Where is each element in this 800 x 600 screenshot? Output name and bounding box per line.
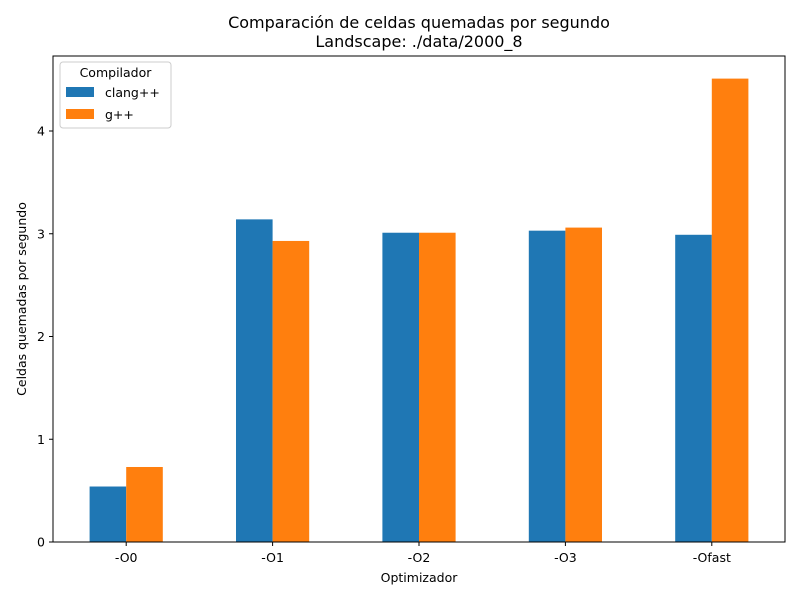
x-tick-label: -O0 <box>115 550 138 565</box>
bar-gpp-O0 <box>126 466 163 542</box>
chart-title: Comparación de celdas quemadas por segun… <box>228 13 610 32</box>
x-tick-label: -O3 <box>554 550 577 565</box>
legend-label-gpp: g++ <box>105 107 134 122</box>
x-axis-ticks: -O0 -O1 -O2 -O3 -Ofast <box>115 542 731 565</box>
x-axis-label: Optimizador <box>381 570 459 585</box>
bars-group <box>89 78 749 543</box>
bar-gpp-O3 <box>565 227 602 543</box>
y-tick-label: 3 <box>37 226 45 241</box>
y-tick-label: 1 <box>37 432 45 447</box>
x-tick-label: -O2 <box>408 550 431 565</box>
bar-gpp-Ofast <box>711 78 749 543</box>
y-tick-label: 2 <box>37 329 45 344</box>
legend-swatch-gpp <box>66 109 94 119</box>
x-tick-label: -Ofast <box>693 550 731 565</box>
bar-clangpp-O3 <box>528 230 566 542</box>
chart-subtitle: Landscape: ./data/2000_8 <box>315 32 522 52</box>
bar-clangpp-O2 <box>382 232 419 542</box>
bar-clangpp-O0 <box>89 486 127 542</box>
bar-gpp-O2 <box>419 232 456 542</box>
legend-title: Compilador <box>80 65 153 80</box>
y-axis-ticks: 0 1 2 3 4 <box>37 124 53 550</box>
legend-swatch-clang <box>66 87 94 97</box>
x-tick-label: -O1 <box>261 550 284 565</box>
y-tick-label: 4 <box>37 124 45 139</box>
legend-label-clang: clang++ <box>105 85 160 100</box>
legend: Compilador clang++ g++ <box>59 61 172 129</box>
bar-gpp-O1 <box>272 240 310 542</box>
y-tick-label: 0 <box>37 535 45 550</box>
bar-clangpp-O1 <box>236 219 273 542</box>
plot-frame <box>52 55 786 543</box>
y-axis-label: Celdas quemadas por segundo <box>14 202 29 396</box>
bar-clangpp-Ofast <box>675 234 712 543</box>
